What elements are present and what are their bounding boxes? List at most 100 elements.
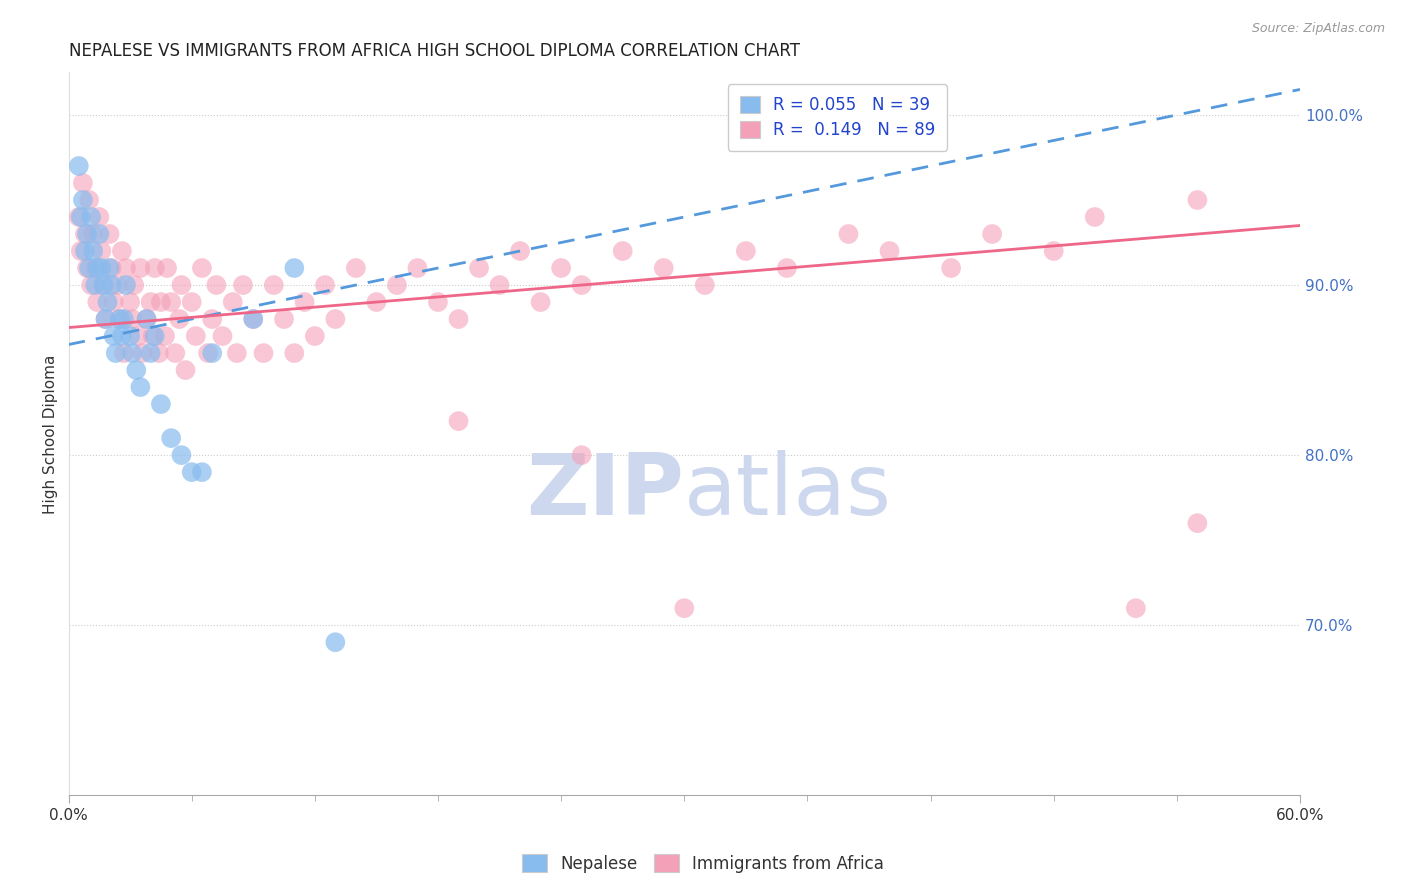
Point [406,260,429,275]
Point [160,431,183,445]
Point [571,278,593,293]
Point [135,312,157,326]
Point [201,346,224,360]
Text: Source: ZipAtlas.com: Source: ZipAtlas.com [1251,22,1385,36]
Point [191,260,214,275]
Point [981,227,1004,241]
Point [366,295,388,310]
Point [385,278,408,293]
Point [174,363,197,377]
Point [86,260,108,275]
Point [67,159,90,173]
Point [72,176,94,190]
Point [468,260,491,275]
Point [153,329,176,343]
Legend: Nepalese, Immigrants from Africa: Nepalese, Immigrants from Africa [515,847,891,880]
Point [103,295,125,310]
Point [96,295,118,310]
Point [73,227,96,241]
Point [127,329,149,343]
Point [72,193,94,207]
Point [100,278,122,293]
Point [139,295,162,310]
Point [108,312,131,326]
Point [304,329,326,343]
Point [115,278,138,293]
Point [143,260,166,275]
Point [225,346,247,360]
Point [184,329,207,343]
Point [67,210,90,224]
Point [142,329,165,343]
Text: NEPALESE VS IMMIGRANTS FROM AFRICA HIGH SCHOOL DIPLOMA CORRELATION CHART: NEPALESE VS IMMIGRANTS FROM AFRICA HIGH … [69,42,800,60]
Point [73,244,96,258]
Point [148,346,170,360]
Point [1084,210,1107,224]
Point [90,260,112,275]
Point [165,346,187,360]
Point [131,346,153,360]
Point [108,312,131,326]
Point [325,635,347,649]
Point [1042,244,1064,258]
Point [115,260,138,275]
Point [122,278,145,293]
Text: ZIP: ZIP [526,450,685,533]
Point [734,244,756,258]
Point [93,278,115,293]
Point [84,260,107,275]
Point [112,312,135,326]
Point [170,448,193,462]
Point [76,260,98,275]
Point [98,227,121,241]
Point [693,278,716,293]
Point [94,312,117,326]
Point [76,227,98,241]
Point [197,346,219,360]
Point [89,210,111,224]
Point [879,244,901,258]
Point [111,329,134,343]
Point [529,295,551,310]
Point [93,278,115,293]
Point [211,329,233,343]
Point [121,346,143,360]
Point [82,244,104,258]
Point [129,260,152,275]
Point [263,278,285,293]
Point [111,244,134,258]
Point [776,260,799,275]
Point [242,312,264,326]
Point [90,244,112,258]
Point [427,295,450,310]
Point [112,346,135,360]
Point [612,244,634,258]
Point [180,465,202,479]
Point [80,210,103,224]
Point [242,312,264,326]
Point [571,448,593,462]
Point [344,260,367,275]
Point [294,295,316,310]
Point [169,312,191,326]
Point [120,329,142,343]
Point [201,312,224,326]
Point [149,295,172,310]
Point [94,312,117,326]
Point [121,312,143,326]
Point [170,278,193,293]
Y-axis label: High School Diploma: High School Diploma [44,354,58,514]
Point [1187,516,1209,530]
Point [1125,601,1147,615]
Point [273,312,295,326]
Point [77,260,100,275]
Point [84,278,107,293]
Point [82,227,104,241]
Point [447,312,470,326]
Point [509,244,531,258]
Point [135,312,157,326]
Point [100,260,122,275]
Point [77,193,100,207]
Point [98,260,121,275]
Point [125,363,148,377]
